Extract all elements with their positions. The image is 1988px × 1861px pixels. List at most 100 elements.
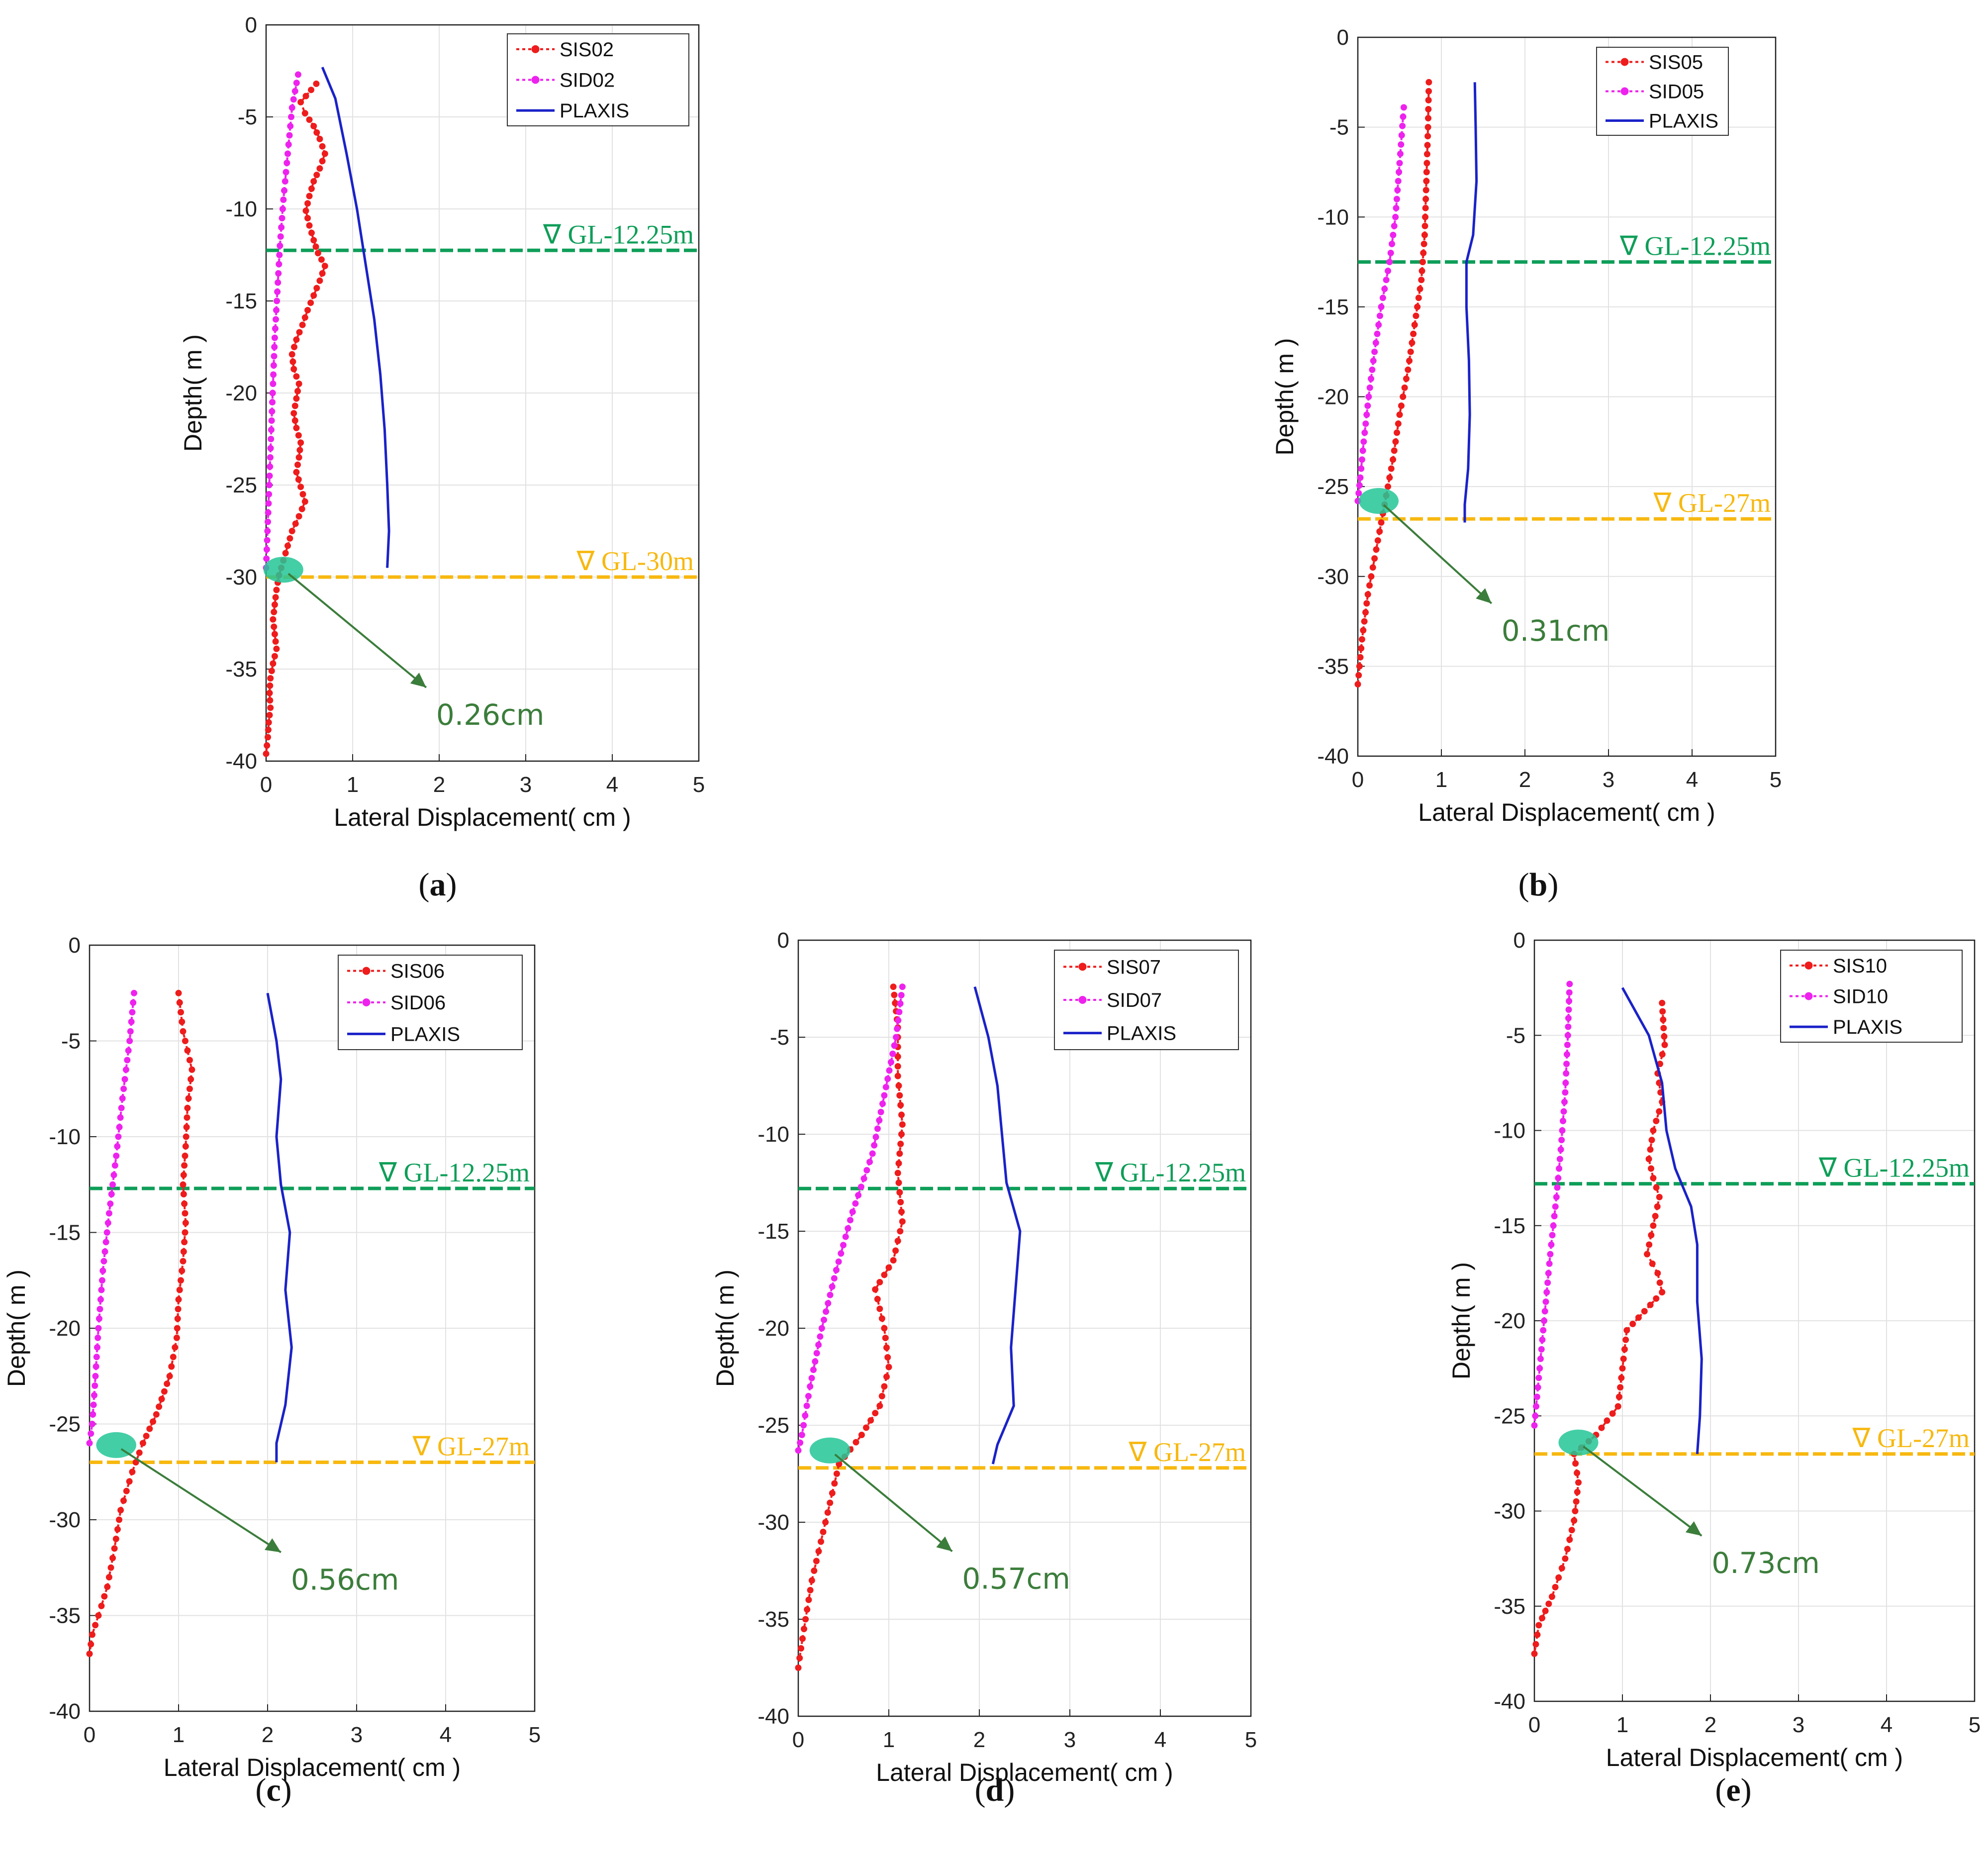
panel-a-point [294, 388, 301, 394]
panel-a-point [316, 165, 323, 172]
panel-d-point [898, 1208, 905, 1215]
panel-a-point [286, 132, 293, 139]
panel-c-point [123, 1487, 130, 1494]
panel-d-point [876, 1305, 883, 1312]
panel-b-ytick-label: -15 [1317, 295, 1349, 319]
panel-e-legend-label: SID10 [1833, 986, 1888, 1008]
panel-a-point [290, 410, 297, 417]
panel-a-point [265, 734, 271, 741]
panel-e-point [1540, 1327, 1547, 1334]
panel-d-ytick-label: -30 [757, 1510, 789, 1535]
panel-e-legend-label: PLAXIS [1833, 1016, 1902, 1038]
panel-e-point [1564, 1032, 1571, 1039]
panel-d-xtick-label: 3 [1064, 1728, 1076, 1752]
panel-b-point [1423, 160, 1430, 167]
panel-b-point [1425, 106, 1432, 112]
panel-a-ylabel: Depth( m ) [179, 334, 207, 452]
panel-e-caption: (e) [1715, 1772, 1751, 1808]
panel-d-ytick-label: -10 [757, 1122, 789, 1147]
panel-b-legend-label: PLAXIS [1649, 110, 1718, 132]
panel-a-point [270, 371, 277, 378]
panel-d-point [896, 1189, 903, 1196]
panel-b-point [1354, 681, 1361, 687]
panel-c-point [95, 1325, 102, 1332]
panel-c-point [186, 1085, 193, 1092]
panel-a-point [263, 555, 270, 562]
panel-a-point [304, 215, 311, 221]
panel-c-gl-label: ∇ GL-27m [412, 1432, 530, 1462]
panel-d-ytick-label: -20 [757, 1316, 789, 1341]
panel-b-point [1387, 250, 1394, 256]
panel-b-ytick-label: -40 [1317, 744, 1349, 769]
panel-b-point [1422, 196, 1429, 202]
panel-d-legend-marker [1078, 963, 1087, 971]
panel-b-point [1391, 447, 1398, 454]
panel-b-point [1370, 357, 1377, 364]
panel-e-point [1617, 1384, 1624, 1391]
panel-a-point [302, 207, 309, 214]
panel-e-point [1565, 1006, 1572, 1013]
panel-c-point [182, 1210, 189, 1217]
panel-a-point [270, 381, 277, 387]
panel-e-point [1604, 1417, 1610, 1424]
panel-e-point [1557, 1146, 1564, 1153]
panel-d-point [883, 1344, 890, 1351]
panel-a-point [271, 653, 278, 660]
panel-e-xtick-label: 4 [1881, 1713, 1893, 1737]
panel-e-chart: 0 1 2 3 4 5 0 -5 -10 -15 -20 -25 -30 -35 -40 Lateral Di… [1447, 928, 1981, 1808]
panel-a-ytick-label: -30 [225, 565, 257, 589]
panel-a-point [276, 252, 283, 258]
panel-e-point [1542, 1607, 1549, 1614]
panel-c-point [181, 1239, 188, 1246]
panel-a-gl-label: ∇ GL-12.25m [543, 219, 694, 249]
panel-d-point [857, 1183, 864, 1190]
panel-b-legend-label: SID05 [1649, 81, 1704, 103]
panel-d-point [884, 1354, 891, 1361]
panel-a-point [270, 616, 277, 623]
panel-c-legend-label: SID06 [390, 992, 446, 1014]
panel-d-highlight-ellipse [809, 1437, 851, 1464]
panel-b-ytick-label: -25 [1317, 475, 1349, 499]
panel-e-point [1660, 1025, 1667, 1032]
panel-b-point [1390, 456, 1397, 463]
panel-d-point [852, 1200, 859, 1207]
panel-e-point [1619, 1365, 1626, 1372]
panel-c-chart: 0 1 2 3 4 5 0 -5 -10 -15 -20 -25 -30 -35 -40 Lateral Di… [2, 933, 541, 1808]
panel-a-point [265, 509, 272, 516]
panel-d-point [898, 992, 905, 998]
panel-d-point [815, 1548, 822, 1555]
panel-c-point [182, 1143, 189, 1150]
panel-c-point [126, 1478, 133, 1485]
panel-e-ytick-label: -5 [1506, 1023, 1525, 1048]
panel-a-chart: 0 1 2 3 4 5 0 -5 -10 -15 -20 -25 -30 -35 -40 Lateral Di… [179, 13, 705, 903]
panel-c-point [110, 1172, 117, 1178]
panel-a-point [284, 160, 290, 166]
panel-e-point [1545, 1270, 1552, 1276]
panel-a-point [313, 80, 320, 87]
panel-c-point [95, 1315, 102, 1322]
panel-e-ytick-label: -15 [1494, 1214, 1525, 1238]
panel-b-point [1386, 474, 1393, 481]
panel-d-point [874, 1296, 881, 1302]
panel-b-point [1424, 142, 1431, 149]
panel-b-point [1388, 465, 1395, 472]
panel-b-xtick-label: 5 [1770, 768, 1782, 792]
panel-a-point [313, 172, 320, 179]
panel-b-point [1363, 411, 1370, 418]
panel-d-point [863, 1167, 870, 1174]
panel-b-xtick-label: 4 [1686, 768, 1698, 792]
panel-e-point [1539, 1615, 1545, 1622]
panel-a-ytick-label: 0 [245, 13, 257, 37]
panel-b-point [1362, 609, 1369, 616]
panel-e-point [1573, 1498, 1580, 1505]
panel-d-point [820, 1529, 827, 1535]
panel-c-point [122, 1066, 129, 1073]
panel-a-point [271, 623, 278, 630]
panel-c-point [124, 1057, 131, 1064]
panel-a-point [285, 141, 292, 148]
panel-d-legend-label: SID07 [1107, 989, 1162, 1011]
panel-e-point [1649, 1260, 1656, 1267]
panel-e-point [1535, 1622, 1542, 1629]
panel-d-point [897, 1000, 904, 1007]
